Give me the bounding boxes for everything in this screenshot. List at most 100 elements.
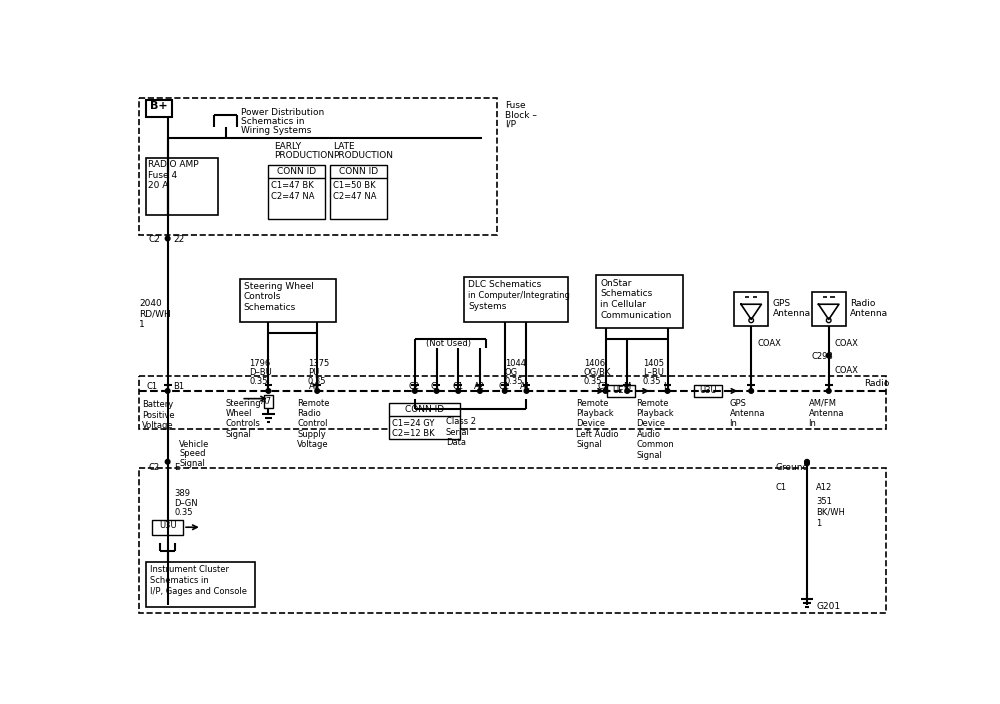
Text: E: E xyxy=(175,463,180,472)
Text: C1: C1 xyxy=(499,382,510,391)
Bar xyxy=(388,403,460,439)
Circle shape xyxy=(502,389,507,394)
Bar xyxy=(694,385,722,397)
Text: Remote
Radio
Control
Supply
Voltage: Remote Radio Control Supply Voltage xyxy=(297,398,330,449)
Text: COAX: COAX xyxy=(757,339,781,348)
Text: U3U: U3U xyxy=(159,521,176,530)
Circle shape xyxy=(826,353,831,358)
Text: Controls: Controls xyxy=(244,292,281,301)
Text: C1=50 BK: C1=50 BK xyxy=(333,181,376,190)
Text: EARLY: EARLY xyxy=(274,142,301,151)
Text: 0.35: 0.35 xyxy=(643,377,661,386)
Text: CONN ID: CONN ID xyxy=(339,167,378,176)
Circle shape xyxy=(665,389,670,394)
Circle shape xyxy=(165,389,170,394)
Bar xyxy=(330,165,387,219)
Bar xyxy=(464,277,568,322)
Text: 1375: 1375 xyxy=(308,358,329,367)
Text: C2: C2 xyxy=(148,235,160,244)
Text: 1: 1 xyxy=(139,320,145,329)
Bar xyxy=(264,395,273,408)
Text: Communication: Communication xyxy=(600,311,671,320)
Text: Schematics: Schematics xyxy=(244,303,296,312)
Text: Remote
Playback
Device
Left Audio
Signal: Remote Playback Device Left Audio Signal xyxy=(576,398,619,449)
Text: 1406: 1406 xyxy=(584,358,605,367)
Bar xyxy=(596,275,683,328)
Text: Speed: Speed xyxy=(179,449,206,458)
Circle shape xyxy=(478,389,482,394)
Bar xyxy=(146,100,172,117)
Text: RADIO AMP: RADIO AMP xyxy=(148,160,199,169)
Text: B1: B1 xyxy=(173,382,184,391)
Circle shape xyxy=(315,389,320,394)
Text: 0.35: 0.35 xyxy=(249,377,268,386)
Text: OnStar: OnStar xyxy=(600,279,631,287)
Text: PU: PU xyxy=(308,367,319,377)
Text: Schematics in: Schematics in xyxy=(241,117,305,126)
Text: AM/FM
Antenna
In: AM/FM Antenna In xyxy=(809,398,844,429)
Text: OG: OG xyxy=(505,367,518,377)
Circle shape xyxy=(805,461,809,465)
Text: BK/WH: BK/WH xyxy=(816,508,845,517)
Text: PRODUCTION: PRODUCTION xyxy=(333,151,393,161)
Text: 0.35: 0.35 xyxy=(308,377,326,386)
Bar xyxy=(163,172,172,182)
Text: 0.35: 0.35 xyxy=(584,377,602,386)
Text: Ground: Ground xyxy=(776,463,809,472)
Text: B+: B+ xyxy=(150,101,167,111)
Text: C2=47 NA: C2=47 NA xyxy=(333,191,377,201)
Text: C1: C1 xyxy=(147,382,158,391)
Text: Antenna: Antenna xyxy=(850,309,889,318)
Text: 0.35: 0.35 xyxy=(505,377,523,386)
Text: 389: 389 xyxy=(175,489,191,498)
Circle shape xyxy=(456,389,461,394)
Text: G: G xyxy=(430,382,437,391)
Text: Antenna: Antenna xyxy=(773,309,811,318)
Text: Steering
Wheel
Controls
Signal: Steering Wheel Controls Signal xyxy=(226,398,261,439)
Circle shape xyxy=(434,389,439,394)
Text: D–GN: D–GN xyxy=(175,498,198,508)
Text: A2: A2 xyxy=(474,382,485,391)
Text: Signal: Signal xyxy=(179,459,205,467)
Bar xyxy=(152,520,183,535)
Text: Systems: Systems xyxy=(468,301,507,310)
Text: C298: C298 xyxy=(812,353,833,361)
Text: U3U: U3U xyxy=(699,386,717,396)
Text: Fuse 4: Fuse 4 xyxy=(148,171,177,180)
Text: A1: A1 xyxy=(520,382,531,391)
Text: OG/BK: OG/BK xyxy=(584,367,611,377)
Bar xyxy=(240,279,336,322)
Bar xyxy=(734,292,768,326)
Text: GPS
Antenna
In: GPS Antenna In xyxy=(730,398,765,429)
Text: in Cellular: in Cellular xyxy=(600,300,646,309)
Text: C1=47 BK: C1=47 BK xyxy=(271,181,314,190)
Text: A7: A7 xyxy=(260,397,272,406)
Text: PRODUCTION: PRODUCTION xyxy=(274,151,334,161)
Circle shape xyxy=(413,389,417,394)
Circle shape xyxy=(165,236,170,241)
Text: Radio: Radio xyxy=(864,379,890,388)
Text: RD/WH: RD/WH xyxy=(139,309,171,318)
Circle shape xyxy=(805,460,809,464)
Circle shape xyxy=(749,389,754,394)
Circle shape xyxy=(826,389,831,394)
Text: Power Distribution: Power Distribution xyxy=(241,108,324,117)
Text: Radio: Radio xyxy=(850,298,876,308)
Text: Steering Wheel: Steering Wheel xyxy=(244,282,313,291)
Circle shape xyxy=(524,389,529,394)
Text: Vehicle: Vehicle xyxy=(179,440,210,449)
Text: G201: G201 xyxy=(816,602,840,611)
Text: C2=47 NA: C2=47 NA xyxy=(271,191,315,201)
Text: (Not Used): (Not Used) xyxy=(426,339,471,348)
Circle shape xyxy=(266,389,271,394)
Text: C2=12 BK: C2=12 BK xyxy=(392,429,434,439)
Text: Block –: Block – xyxy=(505,111,537,120)
Circle shape xyxy=(625,389,630,394)
Text: M: M xyxy=(623,382,631,391)
Text: in Computer/Integrating: in Computer/Integrating xyxy=(468,291,570,300)
Text: C1: C1 xyxy=(452,382,463,391)
Bar xyxy=(139,468,886,612)
Text: GPS: GPS xyxy=(773,298,791,308)
Text: Remote
Playback
Device
Audio
Common
Signal: Remote Playback Device Audio Common Sign… xyxy=(637,398,674,460)
Text: Schematics in: Schematics in xyxy=(150,576,209,585)
